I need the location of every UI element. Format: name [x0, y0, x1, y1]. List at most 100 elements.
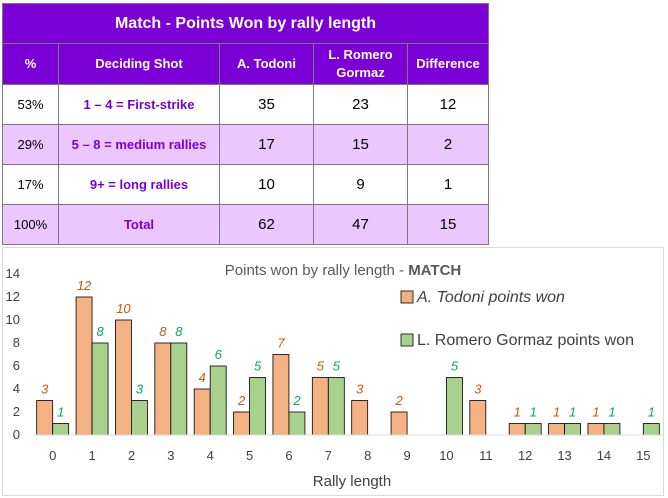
x-tick-label: 4 — [207, 448, 214, 463]
x-tick-label: 7 — [325, 448, 332, 463]
bar-romero-gormaz — [170, 342, 188, 436]
bar-todoni — [272, 354, 290, 436]
bar-todoni — [548, 423, 565, 436]
legend-label-romero-gormaz: L. Romero Gormaz points won — [417, 332, 634, 349]
data-label-todoni: 1 — [553, 405, 560, 420]
bar-todoni — [154, 342, 172, 436]
y-axis: 0 2 4 6 8 10 12 14 — [6, 266, 20, 442]
bar-romero-gormaz — [564, 423, 581, 436]
row-deciding-shot: 9+ = long rallies — [58, 164, 220, 205]
bar-todoni — [390, 411, 408, 436]
bar-todoni — [469, 400, 487, 436]
bar-todoni — [115, 319, 132, 436]
data-label-romero-gormaz: 3 — [136, 382, 144, 397]
bar-romero-gormaz — [288, 411, 306, 436]
y-tick-label: 14 — [6, 266, 20, 281]
x-tick-label: 8 — [364, 448, 371, 463]
data-label-romero-gormaz: 2 — [292, 393, 301, 408]
bar-todoni — [508, 423, 526, 436]
x-tick-label: 5 — [246, 448, 253, 463]
x-tick-label: 9 — [403, 448, 410, 463]
row-player-b: 15 — [313, 124, 408, 165]
x-tick-label: 12 — [518, 448, 532, 463]
x-tick-label: 15 — [636, 448, 650, 463]
header-difference: Difference — [407, 43, 489, 85]
x-tick-label: 13 — [557, 448, 571, 463]
bar-romero-gormaz — [52, 423, 70, 436]
chart-title-bold: MATCH — [408, 262, 461, 279]
bar-todoni — [587, 423, 605, 436]
x-tick-label: 2 — [128, 448, 135, 463]
bar-romero-gormaz — [524, 423, 542, 436]
data-label-romero-gormaz: 8 — [96, 324, 104, 339]
x-tick-label: 3 — [167, 448, 174, 463]
x-tick-label: 0 — [49, 448, 56, 463]
y-tick-label: 6 — [13, 358, 20, 373]
bar-romero-gormaz — [91, 342, 109, 436]
row-player-b: 23 — [313, 84, 408, 125]
y-tick-label: 12 — [6, 289, 20, 304]
data-label-romero-gormaz: 6 — [215, 347, 223, 362]
bar-todoni — [193, 388, 211, 436]
table-row: 29% 5 – 8 = medium rallies 17 15 2 — [2, 124, 489, 165]
data-label-todoni: 8 — [159, 324, 167, 339]
x-tick-label: 6 — [285, 448, 292, 463]
chart-title-main: Points won by rally length - — [225, 262, 408, 279]
row-pct: 17% — [2, 164, 59, 205]
chart-area: Points won by rally length - MATCH 0 2 4 6 8… — [2, 247, 664, 496]
data-label-romero-gormaz: 1 — [569, 405, 576, 420]
data-label-todoni: 3 — [356, 382, 364, 397]
bar-romero-gormaz — [131, 400, 148, 436]
table-total-row: 100% Total 62 47 15 — [2, 204, 489, 245]
data-label-romero-gormaz: 8 — [175, 324, 183, 339]
x-axis-label: Rally length — [313, 473, 391, 490]
row-deciding-shot: 1 – 4 = First-strike — [58, 84, 220, 125]
header-pct: % — [2, 43, 59, 85]
bar-romero-gormaz — [642, 423, 660, 436]
row-pct: 100% — [2, 204, 59, 245]
data-label-romero-gormaz: 1 — [530, 405, 537, 420]
row-difference: 12 — [407, 84, 489, 125]
x-axis: 0 1 2 3 4 5 6 7 8 9 10 11 12 13 14 15 — [49, 448, 650, 463]
y-tick-label: 8 — [13, 335, 20, 350]
row-player-a: 62 — [219, 204, 314, 245]
data-label-todoni: 10 — [116, 301, 131, 316]
data-label-romero-gormaz: 1 — [648, 405, 655, 420]
x-tick-label: 14 — [597, 448, 611, 463]
data-label-romero-gormaz: 1 — [608, 405, 615, 420]
data-label-todoni: 3 — [474, 382, 482, 397]
table-title-row: Match - Points Won by rally length — [2, 3, 489, 44]
legend: A. Todoni points won L. Romero Gormaz poi… — [400, 289, 634, 349]
bar-todoni — [36, 400, 54, 436]
bar-todoni — [75, 296, 93, 436]
y-tick-label: 2 — [13, 404, 20, 419]
bar-todoni — [351, 400, 369, 436]
bar-romero-gormaz — [249, 377, 266, 436]
stats-table: Match - Points Won by rally length % Dec… — [2, 3, 489, 245]
bar-romero-gormaz — [327, 377, 345, 436]
x-tick-label: 10 — [439, 448, 453, 463]
data-label-todoni: 2 — [237, 393, 246, 408]
legend-label-todoni: A. Todoni points won — [416, 289, 565, 306]
x-tick-label: 11 — [479, 448, 493, 463]
x-tick-label: 1 — [88, 448, 95, 463]
data-label-todoni: 12 — [77, 278, 92, 293]
data-label-todoni: 3 — [41, 382, 49, 397]
row-pct: 53% — [2, 84, 59, 125]
data-label-romero-gormaz: 5 — [333, 359, 341, 374]
bar-todoni — [233, 411, 250, 436]
row-deciding-shot: Total — [58, 204, 220, 245]
bar-todoni — [311, 377, 329, 436]
y-tick-label: 0 — [13, 427, 20, 442]
data-label-romero-gormaz: 1 — [57, 405, 64, 420]
row-player-a: 35 — [219, 84, 314, 125]
table-row: 17% 9+ = long rallies 10 9 1 — [2, 164, 489, 205]
data-label-todoni: 7 — [277, 336, 285, 351]
row-difference: 2 — [407, 124, 489, 165]
row-pct: 29% — [2, 124, 59, 165]
header-player-a: A. Todoni — [219, 43, 314, 85]
row-difference: 1 — [407, 164, 489, 205]
row-deciding-shot: 5 – 8 = medium rallies — [58, 124, 220, 165]
table-row: 53% 1 – 4 = First-strike 35 23 12 — [2, 84, 489, 125]
